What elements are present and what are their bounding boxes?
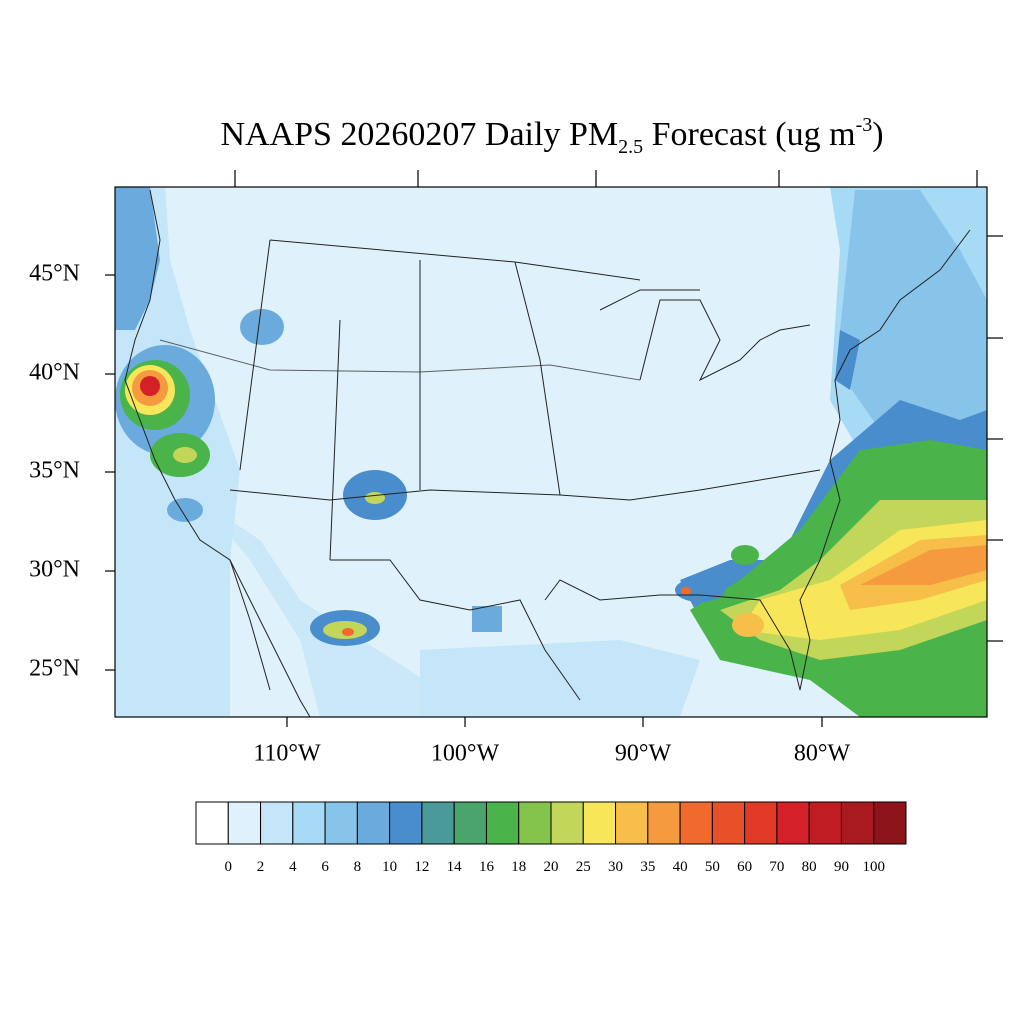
colorbar-label: 80 [802, 859, 817, 875]
colorbar-box [195, 801, 229, 845]
colorbar-box [744, 801, 778, 845]
colorbar-box [389, 801, 423, 845]
colorbar-label: 12 [414, 859, 429, 875]
colorbar-label: 25 [576, 859, 591, 875]
title-main: NAAPS 20260207 Daily PM [220, 116, 618, 153]
lat-label: 30°N [29, 557, 80, 583]
colorbar-label: 50 [705, 859, 720, 875]
colorbar-box [260, 801, 294, 845]
colorbar-box [550, 801, 584, 845]
colorbar-box [711, 801, 746, 845]
colorbar-box [808, 801, 842, 845]
colorbar-label: 2 [257, 859, 265, 875]
lon-label: 110°W [253, 741, 321, 767]
colorbar-label: 16 [479, 859, 495, 875]
title-close: ) [872, 116, 883, 153]
map-field [115, 187, 987, 717]
title-after: Forecast (ug m [643, 116, 855, 153]
colorbar-box [679, 801, 713, 845]
colorbar-box [518, 801, 552, 845]
title-superscript: -3 [856, 114, 873, 136]
title: NAAPS 20260207 Daily PM2.5 Forecast (ug … [220, 114, 883, 158]
lat-label: 25°N [29, 656, 80, 682]
lat-label: 45°N [29, 261, 80, 287]
colorbar-label: 8 [354, 859, 362, 875]
lon-label: 80°W [794, 741, 851, 767]
colorbar-box [227, 801, 262, 845]
colorbar-label: 4 [289, 859, 297, 875]
colorbar-box [485, 801, 520, 845]
colorbar-label: 14 [447, 859, 463, 875]
lon-label: 90°W [615, 741, 672, 767]
colorbar-label: 6 [321, 859, 329, 875]
colorbar-box [776, 801, 810, 845]
colorbar-box [421, 801, 455, 845]
lat-label: 35°N [29, 458, 80, 484]
colorbar-box [647, 801, 681, 845]
colorbar-label: 30 [608, 859, 623, 875]
colorbar-label: 70 [769, 859, 784, 875]
colorbar-box [840, 801, 875, 845]
graticule-ticks [105, 170, 1003, 727]
lon-label: 100°W [431, 741, 500, 767]
colorbar-box [356, 801, 391, 845]
colorbar-box [873, 801, 907, 845]
title-subscript: 2.5 [618, 136, 643, 158]
colorbar-label: 20 [544, 859, 559, 875]
colorbar-box [324, 801, 358, 845]
colorbar-label: 40 [673, 859, 688, 875]
colorbar-label: 10 [382, 859, 397, 875]
colorbar-box [292, 801, 326, 845]
lat-label: 40°N [29, 360, 80, 386]
colorbar-label: 0 [225, 859, 233, 875]
colorbar-box [453, 801, 487, 845]
colorbar: 0 2 4 6 8 10 12 14 16 18 20 25 30 35 40 50 60 70 80 90 100 [195, 801, 907, 875]
colorbar-box [582, 801, 617, 845]
colorbar-label: 18 [511, 859, 526, 875]
colorbar-label: 100 [862, 859, 885, 875]
colorbar-label: 90 [834, 859, 849, 875]
colorbar-box [615, 801, 649, 845]
colorbar-label: 60 [737, 859, 752, 875]
colorbar-label: 35 [640, 859, 655, 875]
map-frame [114, 186, 988, 718]
